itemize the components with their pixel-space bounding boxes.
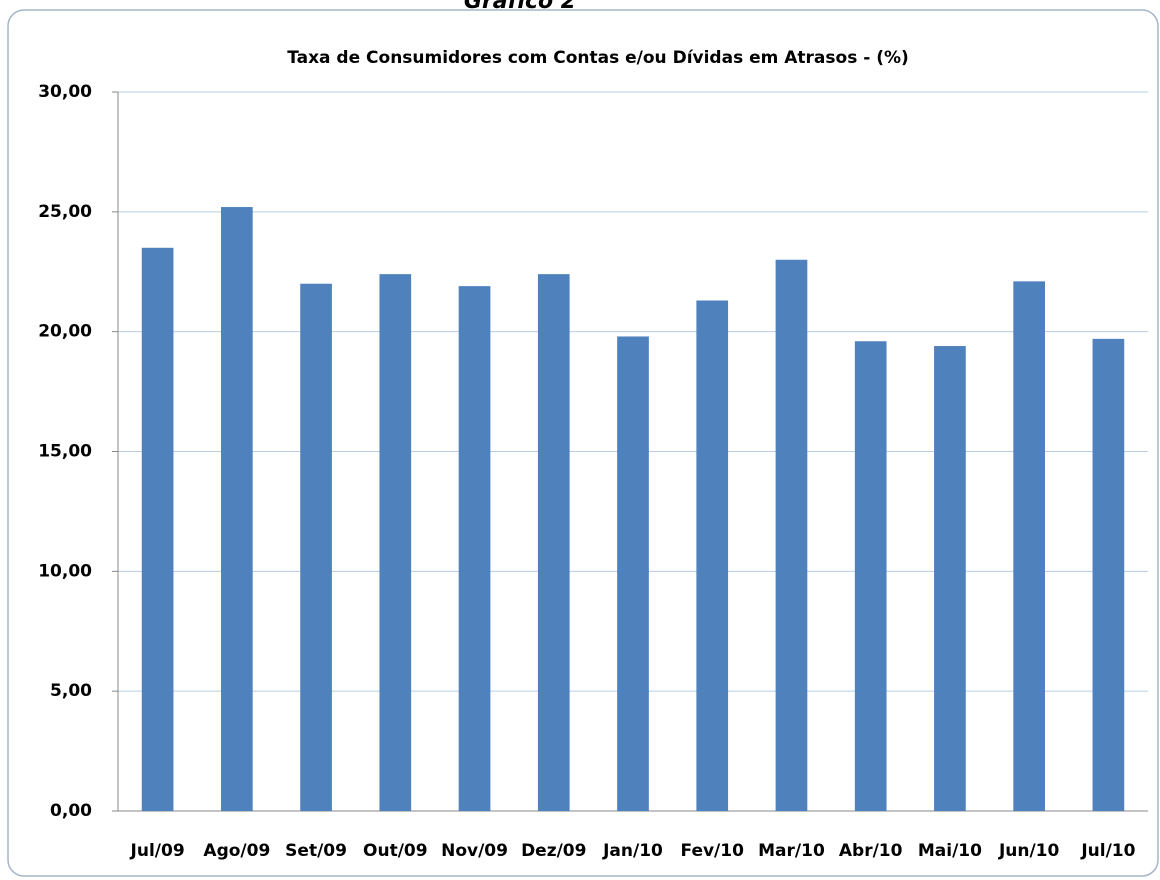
x-tick-label: Set/09 bbox=[285, 841, 347, 861]
bar bbox=[379, 274, 412, 811]
y-tick-label: 15,00 bbox=[38, 442, 92, 462]
bar bbox=[775, 259, 808, 811]
bar bbox=[617, 336, 649, 811]
bar bbox=[221, 207, 253, 812]
bar bbox=[1013, 281, 1045, 811]
bar bbox=[1092, 338, 1125, 811]
bar bbox=[854, 341, 887, 811]
bar bbox=[537, 274, 570, 811]
x-tick-label: Fev/10 bbox=[681, 841, 745, 861]
y-tick-label: 0,00 bbox=[50, 801, 92, 821]
y-tick-label: 25,00 bbox=[38, 202, 92, 222]
x-tick-label: Jun/10 bbox=[998, 841, 1060, 861]
chart-title: Taxa de Consumidores com Contas e/ou Dív… bbox=[287, 48, 909, 68]
y-tick-label: 10,00 bbox=[38, 561, 92, 581]
y-tick-label: 5,00 bbox=[50, 681, 92, 701]
bar bbox=[934, 346, 966, 811]
x-tick-label: Mai/10 bbox=[918, 841, 982, 861]
x-tick-label: Jan/10 bbox=[602, 841, 663, 861]
x-tick-label: Dez/09 bbox=[521, 841, 586, 861]
heading: Gráfico 2 bbox=[464, 0, 576, 14]
x-tick-label: Nov/09 bbox=[441, 841, 508, 861]
chart-frame bbox=[7, 9, 1159, 877]
bar bbox=[141, 247, 174, 812]
x-tick-label: Out/09 bbox=[363, 841, 428, 861]
bar bbox=[458, 286, 491, 811]
x-tick-label: Abr/10 bbox=[839, 841, 903, 861]
y-tick-label: 20,00 bbox=[38, 322, 92, 342]
x-tick-label: Jul/09 bbox=[130, 841, 185, 861]
x-tick-label: Jul/10 bbox=[1080, 841, 1135, 861]
bar bbox=[696, 300, 729, 811]
x-tick-label: Ago/09 bbox=[203, 841, 270, 861]
x-tick-label: Mar/10 bbox=[758, 841, 825, 861]
bar bbox=[300, 283, 332, 811]
y-tick-label: 30,00 bbox=[38, 82, 92, 102]
